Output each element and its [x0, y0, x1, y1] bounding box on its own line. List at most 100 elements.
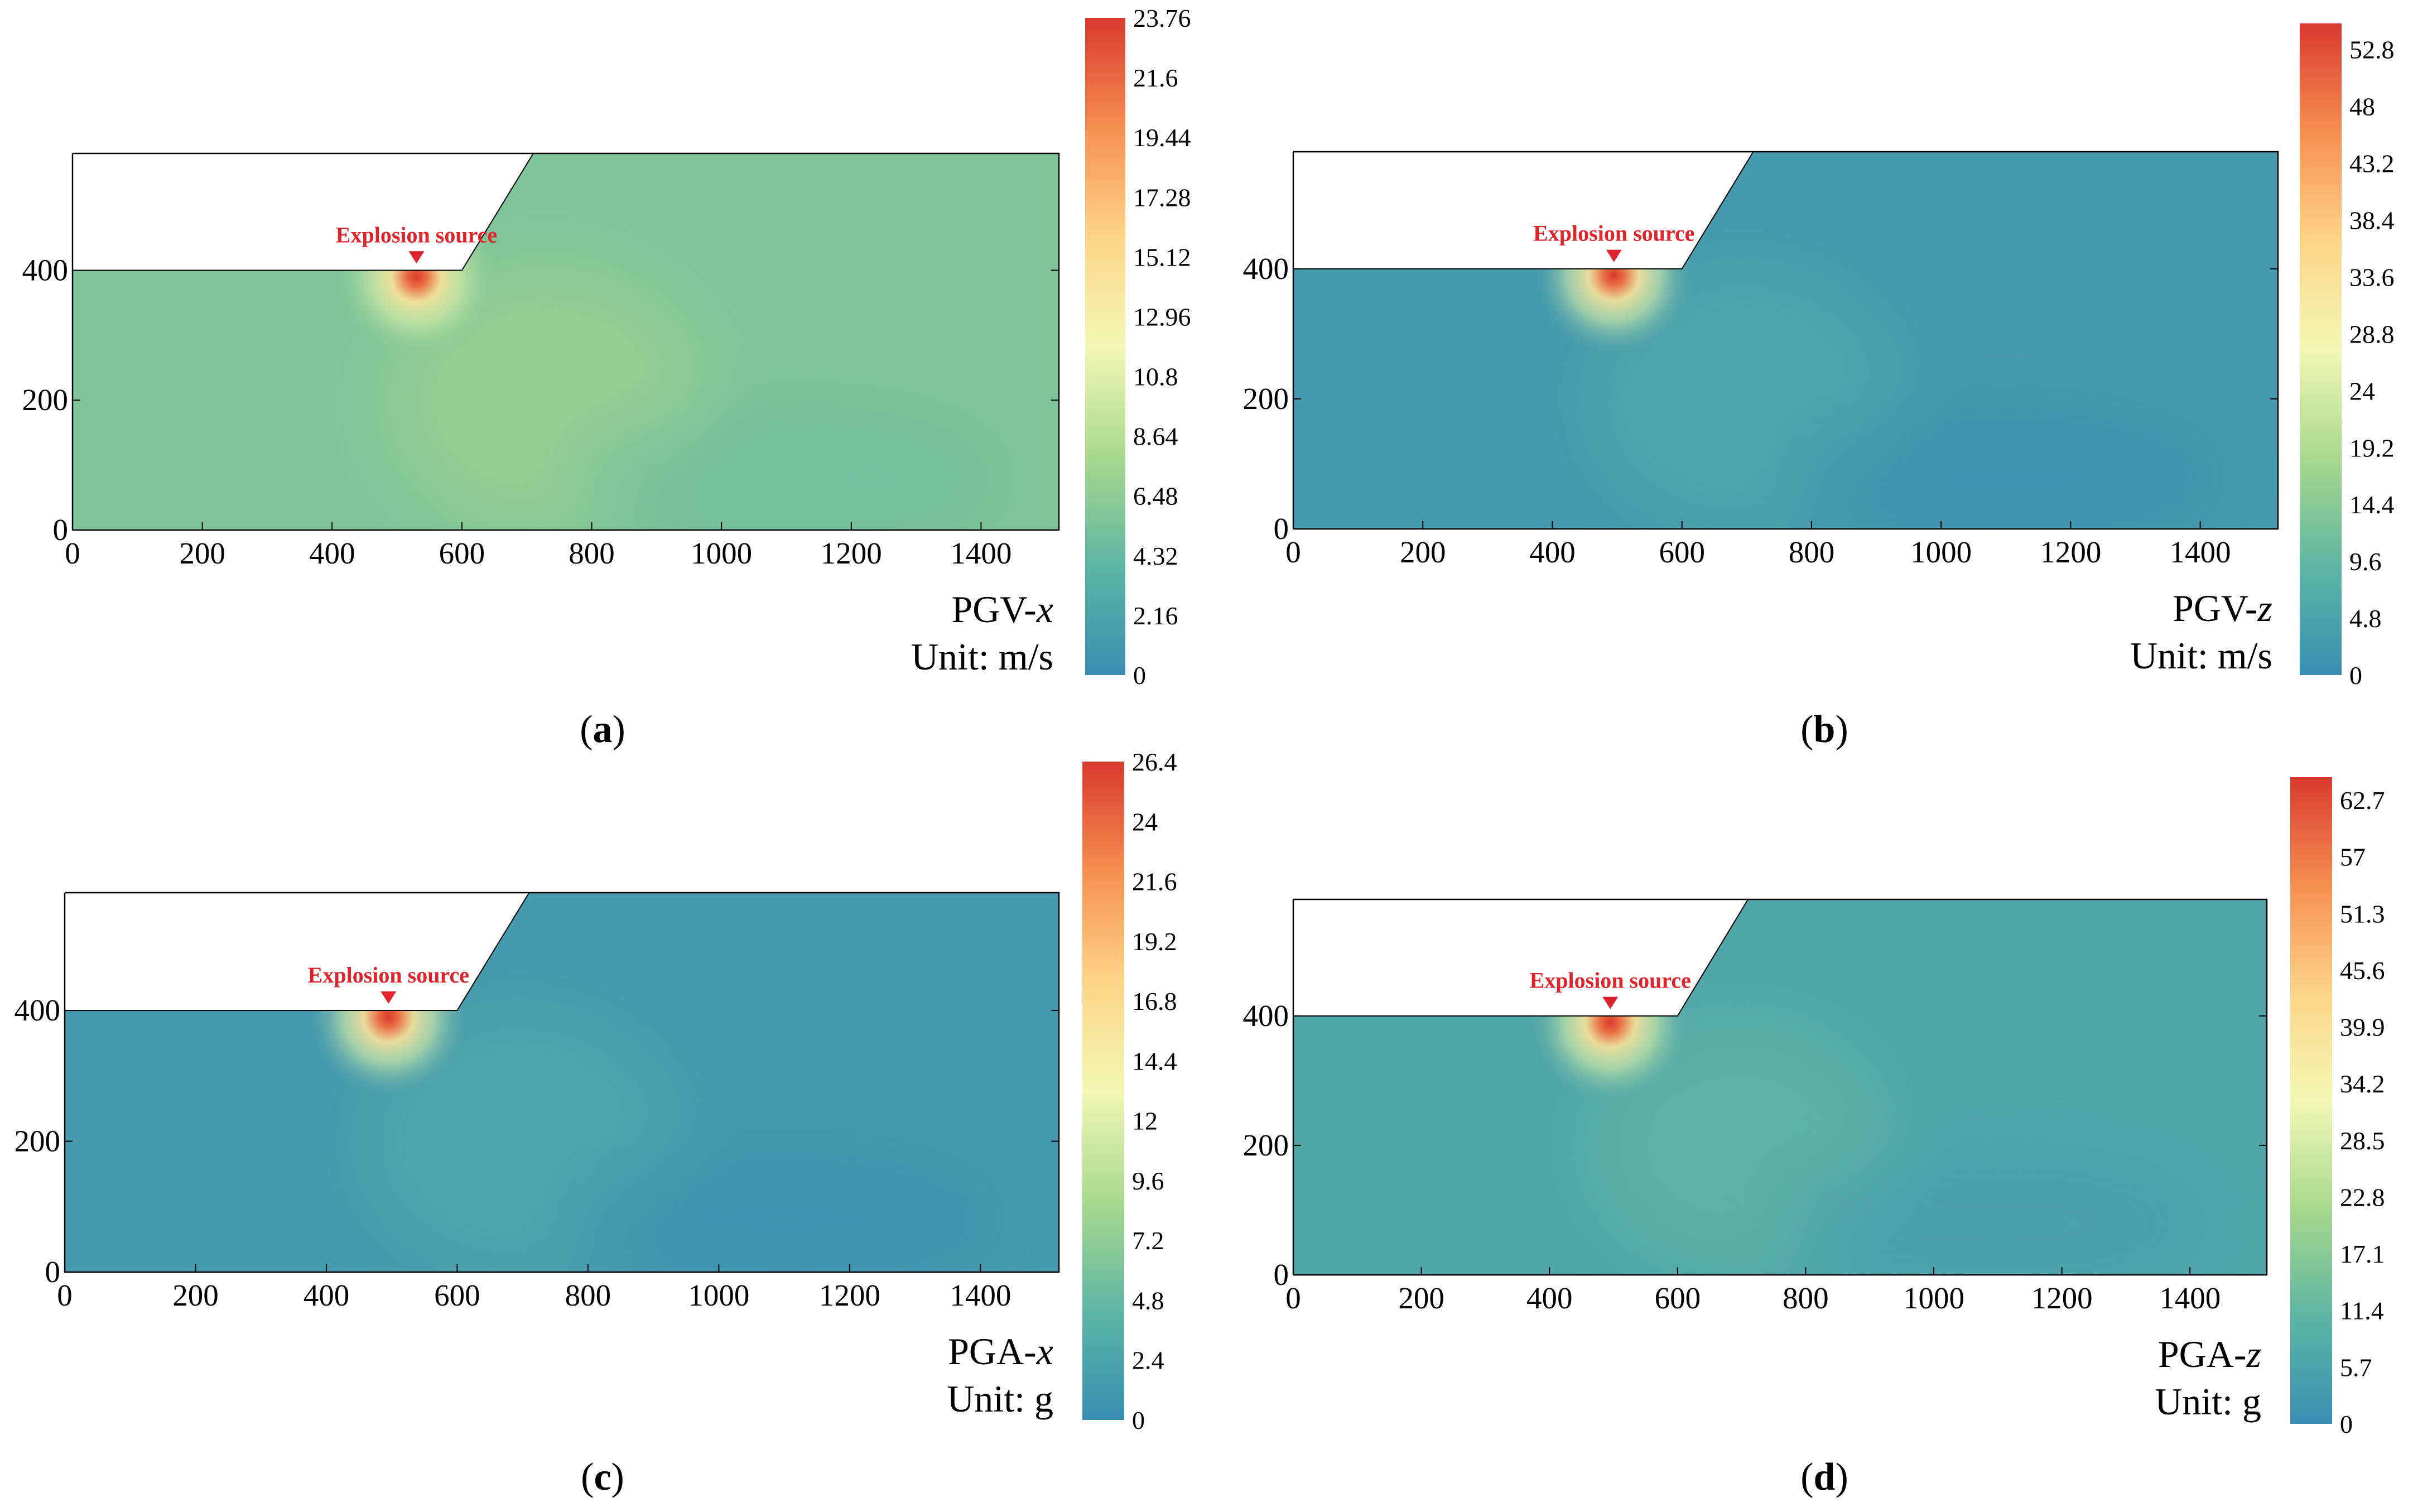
colorbar-tick-label: 17.1 [2340, 1240, 2385, 1268]
unit-label: Unit: m/s [911, 635, 1053, 678]
caption-letter: c [594, 1456, 611, 1499]
colorbar-tick-label: 4.8 [2349, 604, 2382, 633]
colorbar-tick-label: 0 [1132, 1406, 1145, 1434]
x-tick-label: 1200 [2031, 1281, 2093, 1315]
x-tick-label: 0 [1285, 535, 1301, 569]
caption-open: ( [581, 1456, 594, 1499]
colorbar-tick-label: 22.8 [2340, 1183, 2385, 1211]
heatmap-a [73, 153, 1059, 530]
colorbar-tick-label: 19.2 [2349, 434, 2395, 462]
y-tick-label: 400 [15, 993, 61, 1027]
x-tick-label: 200 [1400, 535, 1446, 569]
caption-close: ) [1835, 1456, 1848, 1499]
x-tick-label: 1400 [950, 1278, 1011, 1312]
colorbar-tick-label: 12.96 [1133, 302, 1191, 331]
panel-caption: (b) [1800, 708, 1848, 751]
explosion-source-label: Explosion source [1530, 968, 1691, 993]
caption-close: ) [1835, 708, 1848, 751]
hotspot [305, 933, 473, 1101]
panel-b: 0 200 400 600 800 1000 1200 1400 0 200 400 Explosio… [1243, 23, 2395, 751]
caption-close: ) [611, 1456, 624, 1499]
unit-label: Unit: g [947, 1378, 1053, 1420]
metric-label: PGV-x [951, 588, 1053, 630]
x-tick-label: 800 [565, 1278, 611, 1312]
explosion-marker [1606, 249, 1622, 262]
y-tick-label: 0 [53, 513, 69, 547]
plot-frame [65, 892, 1060, 1272]
colorbar-tick-label: 21.6 [1133, 64, 1178, 92]
metric-component: z [2257, 587, 2272, 629]
panel-c: 0 200 400 600 800 1000 1200 1400 0 200 400 Explosio… [15, 748, 1177, 1499]
heatmap-b [1293, 152, 2278, 529]
x-tick-label: 0 [1285, 1281, 1301, 1315]
x-tick-label: 800 [1783, 1281, 1829, 1315]
colorbar-tick-label: 11.4 [2340, 1297, 2384, 1325]
colorbar-tick-label: 12 [1132, 1107, 1158, 1135]
y-tick-label: 200 [15, 1124, 61, 1158]
caption-letter: d [1814, 1456, 1836, 1499]
colorbar-tick-label: 10.8 [1133, 363, 1178, 391]
colorbar-tick-label: 9.6 [1132, 1167, 1164, 1195]
panel-a: 0 200 400 600 800 1000 1200 1400 0 200 400 Explosio… [22, 4, 1191, 751]
hotspot [1526, 938, 1694, 1106]
x-tick-label: 1200 [2040, 535, 2101, 569]
metric-component: x [1036, 1330, 1053, 1373]
x-tick-label: 400 [309, 536, 355, 570]
y-tick-label: 200 [1243, 382, 1289, 416]
x-tick-label: 200 [179, 536, 225, 570]
metric-dash: - [1024, 588, 1037, 630]
colorbar-tick-label: 24 [2349, 377, 2375, 405]
caption-letter: b [1814, 708, 1836, 751]
x-tick-label: 1000 [691, 536, 752, 570]
colorbar [1085, 18, 1125, 675]
x-tick-label: 0 [57, 1278, 73, 1312]
y-tick-label: 200 [22, 383, 69, 417]
x-tick-label: 800 [569, 536, 615, 570]
metric-name: PGV [2173, 587, 2248, 629]
colorbar-tick-label: 0 [2349, 661, 2362, 690]
y-tick-label: 0 [45, 1255, 61, 1289]
panel-caption: (d) [1800, 1456, 1848, 1499]
heatmap-d [1293, 899, 2267, 1275]
caption-close: ) [613, 708, 625, 751]
y-tick-label: 400 [1243, 999, 1289, 1033]
x-tick-label: 200 [172, 1278, 219, 1312]
colorbar-tick-label: 52.8 [2349, 36, 2395, 64]
unit-label: Unit: g [2155, 1380, 2261, 1423]
metric-label: PGA-x [948, 1330, 1053, 1373]
x-tick-label: 1000 [1903, 1281, 1964, 1315]
variation-blob [569, 402, 1004, 530]
metric-dash: - [2245, 587, 2258, 629]
metric-name: PGA [948, 1330, 1024, 1373]
metric-label: PGA-z [2158, 1333, 2261, 1375]
panel-caption: (c) [581, 1456, 624, 1499]
hotspot [1530, 191, 1698, 359]
metric-dash: - [2234, 1333, 2247, 1375]
colorbar-tick-label: 14.4 [1132, 1047, 1177, 1075]
plot-frame [1293, 151, 2279, 529]
explosion-marker [408, 251, 425, 264]
metric-component: z [2246, 1333, 2261, 1375]
colorbar-tick-label: 21.6 [1132, 868, 1177, 896]
colorbar-tick-label: 34.2 [2340, 1070, 2385, 1098]
x-tick-label: 1200 [821, 536, 882, 570]
colorbar-tick-label: 0 [2340, 1410, 2353, 1438]
x-tick-label: 400 [304, 1278, 350, 1312]
colorbar-tick-label: 57 [2340, 843, 2366, 871]
colorbar-tick-label: 6.48 [1133, 482, 1178, 511]
colorbar [2300, 23, 2342, 675]
colorbar-tick-label: 8.64 [1133, 422, 1178, 451]
colorbar-tick-label: 38.4 [2349, 206, 2395, 235]
y-tick-label: 200 [1243, 1128, 1289, 1162]
explosion-source-label: Explosion source [308, 962, 469, 988]
x-tick-label: 1400 [950, 536, 1012, 570]
colorbar-tick-label: 5.7 [2340, 1353, 2372, 1381]
x-tick-label: 600 [439, 536, 485, 570]
x-tick-label: 800 [1789, 535, 1835, 569]
y-tick-label: 400 [22, 253, 69, 287]
panel-caption: (a) [580, 708, 625, 751]
variation-blob [1789, 401, 2223, 529]
colorbar [1082, 762, 1124, 1420]
hotspot [333, 193, 500, 361]
